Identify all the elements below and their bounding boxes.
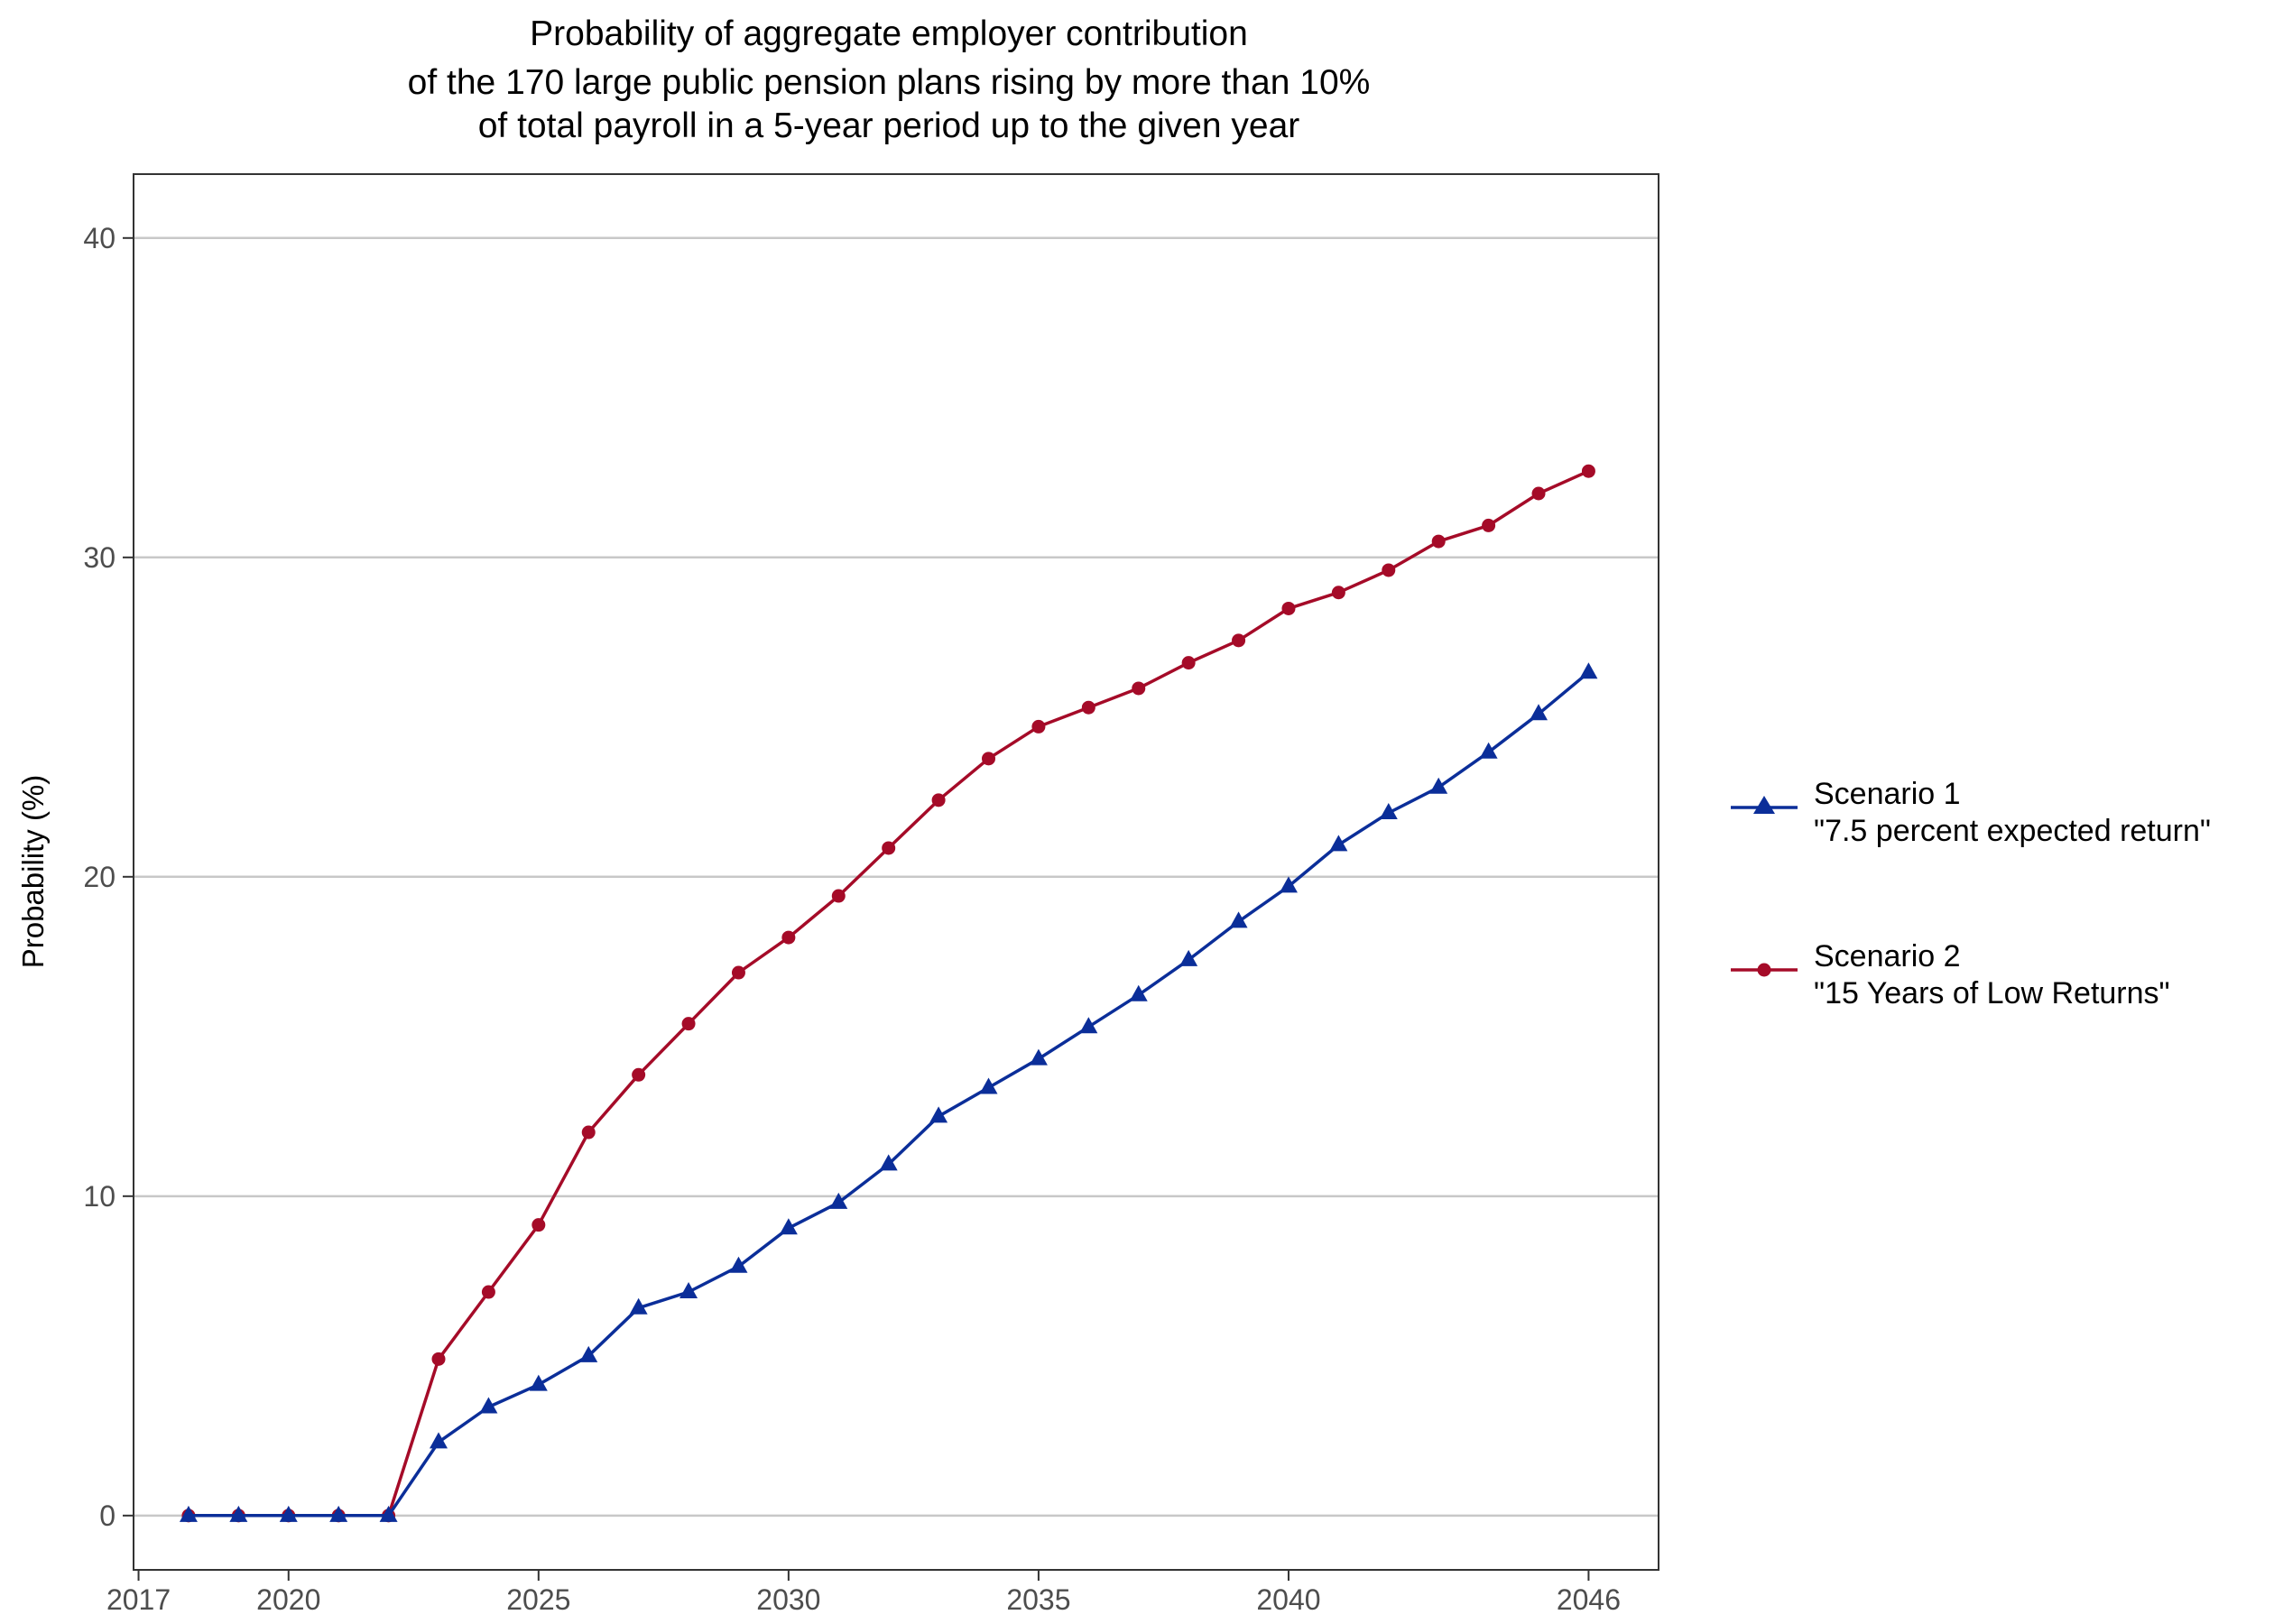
plot-border bbox=[133, 173, 1659, 1571]
data-point-triangle bbox=[1229, 911, 1248, 928]
data-point-circle bbox=[581, 1125, 596, 1140]
data-point-circle bbox=[681, 1017, 696, 1031]
y-axis-title: Probability (%) bbox=[16, 775, 50, 969]
data-point-triangle bbox=[1079, 1017, 1098, 1034]
y-tick-label: 0 bbox=[99, 1499, 116, 1532]
legend-item-scenario-2: Scenario 2 "15 Years of Low Returns" bbox=[1731, 939, 2170, 1010]
x-axis: 2017 2020 2025 2030 2035 2040 2046 bbox=[106, 1570, 1621, 1616]
data-point-circle bbox=[1581, 464, 1595, 478]
y-tick-label: 20 bbox=[83, 861, 116, 893]
data-point-triangle bbox=[879, 1154, 898, 1171]
data-point-triangle bbox=[579, 1345, 598, 1362]
y-tick-label: 40 bbox=[83, 222, 116, 254]
data-point-circle bbox=[831, 889, 846, 903]
data-point-circle bbox=[1482, 518, 1496, 532]
plot-panel bbox=[134, 174, 1659, 1570]
series-layer bbox=[179, 464, 1598, 1523]
data-point-circle bbox=[431, 1352, 446, 1366]
chart-title: Probability of aggregate employer contri… bbox=[408, 14, 1371, 145]
legend: Scenario 1 "7.5 percent expected return"… bbox=[1731, 777, 2211, 1010]
data-point-circle bbox=[1531, 486, 1546, 501]
data-point-triangle bbox=[430, 1432, 448, 1449]
data-point-triangle bbox=[1429, 777, 1448, 794]
x-tick-label: 2017 bbox=[106, 1583, 171, 1616]
data-point-circle bbox=[931, 793, 946, 807]
legend-label-scenario-1-line-2: "7.5 percent expected return" bbox=[1814, 814, 2211, 848]
legend-label-scenario-1-line-1: Scenario 1 bbox=[1814, 777, 1961, 811]
legend-label-scenario-2-line-1: Scenario 2 bbox=[1814, 939, 1961, 973]
chart-title-line-2: of the 170 large public pension plans ri… bbox=[408, 63, 1371, 102]
data-point-triangle bbox=[329, 1505, 348, 1522]
data-point-triangle bbox=[779, 1218, 798, 1235]
data-point-triangle bbox=[929, 1106, 948, 1123]
x-tick-label: 2030 bbox=[756, 1583, 820, 1616]
data-point-triangle bbox=[679, 1282, 698, 1299]
data-point-triangle bbox=[1329, 835, 1348, 852]
y-axis: 0 10 20 30 40 bbox=[83, 222, 134, 1532]
data-point-triangle bbox=[479, 1397, 498, 1414]
data-point-triangle bbox=[1379, 803, 1398, 820]
data-point-circle bbox=[781, 930, 796, 945]
grid-lines bbox=[134, 236, 1659, 1518]
data-point-circle bbox=[1132, 681, 1146, 696]
legend-label-scenario-2-line-2: "15 Years of Low Returns" bbox=[1814, 976, 2170, 1010]
data-point-circle bbox=[632, 1067, 646, 1082]
data-point-circle bbox=[532, 1218, 546, 1232]
legend-item-scenario-1: Scenario 1 "7.5 percent expected return" bbox=[1731, 777, 2211, 848]
data-point-circle bbox=[481, 1285, 495, 1299]
x-tick-label: 2025 bbox=[506, 1583, 570, 1616]
data-point-triangle bbox=[229, 1505, 248, 1522]
data-point-triangle bbox=[1179, 949, 1198, 966]
data-point-triangle bbox=[379, 1505, 398, 1522]
data-point-circle bbox=[1232, 633, 1246, 648]
data-point-circle bbox=[1031, 719, 1046, 734]
data-point-triangle bbox=[829, 1192, 848, 1209]
chart-title-line-3: of total payroll in a 5-year period up t… bbox=[478, 106, 1300, 145]
data-point-circle bbox=[882, 841, 896, 855]
data-point-circle bbox=[1281, 601, 1296, 615]
data-point-circle bbox=[1431, 534, 1446, 549]
data-point-triangle bbox=[179, 1505, 198, 1522]
y-tick-label: 10 bbox=[83, 1180, 116, 1213]
data-point-triangle bbox=[1029, 1048, 1048, 1066]
data-point-triangle bbox=[629, 1297, 648, 1315]
x-tick-label: 2020 bbox=[256, 1583, 320, 1616]
data-point-triangle bbox=[1579, 662, 1598, 679]
data-point-triangle bbox=[979, 1077, 998, 1094]
y-tick-label: 30 bbox=[83, 541, 116, 574]
data-point-triangle bbox=[1479, 742, 1498, 759]
chart-title-line-1: Probability of aggregate employer contri… bbox=[530, 14, 1248, 53]
data-point-triangle bbox=[729, 1256, 748, 1273]
x-tick-label: 2035 bbox=[1006, 1583, 1070, 1616]
data-point-triangle bbox=[1279, 876, 1298, 893]
legend-key-triangle-marker bbox=[1753, 796, 1775, 814]
x-tick-label: 2046 bbox=[1557, 1583, 1621, 1616]
data-point-circle bbox=[982, 752, 996, 766]
legend-key-circle-marker bbox=[1757, 963, 1771, 977]
data-point-triangle bbox=[529, 1374, 548, 1391]
data-point-triangle bbox=[1530, 704, 1548, 721]
data-point-circle bbox=[1181, 656, 1196, 670]
x-tick-label: 2040 bbox=[1256, 1583, 1320, 1616]
data-point-circle bbox=[1382, 563, 1396, 577]
data-point-triangle bbox=[1129, 984, 1148, 1001]
data-point-triangle bbox=[279, 1505, 298, 1522]
series-scenario-1 bbox=[179, 662, 1598, 1522]
data-point-circle bbox=[1081, 700, 1095, 715]
data-point-circle bbox=[1331, 586, 1345, 600]
data-point-circle bbox=[731, 965, 745, 980]
